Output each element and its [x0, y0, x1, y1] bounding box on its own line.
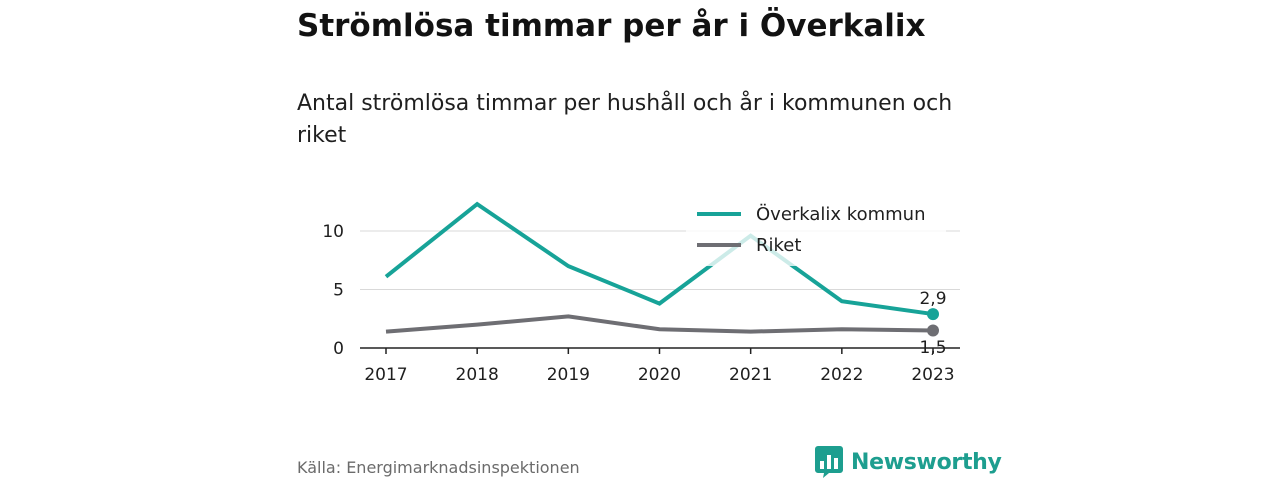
bar-chart-logo-icon: [815, 446, 843, 478]
series-end-point: [927, 308, 939, 321]
series-end-point: [927, 324, 939, 337]
y-tick-label: 0: [333, 339, 344, 359]
brand-logo: Newsworthy: [815, 446, 1002, 478]
legend-entry: Överkalix kommun: [756, 203, 926, 225]
x-tick-label: 2019: [547, 365, 590, 385]
chart-subtitle: Antal strömlösa timmar per hushåll och å…: [297, 91, 953, 148]
x-tick-label: 2021: [729, 365, 772, 385]
y-tick-label: 10: [322, 222, 344, 242]
x-tick-label: 2022: [820, 365, 863, 385]
series-line-overkalix: [384, 201, 934, 317]
x-tick-label: 2023: [911, 365, 954, 385]
chart-title: Strömlösa timmar per år i Överkalix: [297, 8, 926, 44]
series-line-riket: [385, 314, 934, 334]
x-tick-label: 2017: [364, 365, 407, 385]
legend-box: [686, 200, 946, 266]
y-tick-label: 5: [333, 281, 344, 301]
x-tick-label: 2018: [456, 365, 499, 385]
source-note: Källa: Energimarknadsinspektionen: [297, 458, 580, 477]
brand-name: Newsworthy: [851, 449, 1002, 475]
data-label-riket: 1,5: [919, 338, 946, 358]
data-label-overkalix: 2,9: [919, 289, 946, 309]
x-tick-label: 2020: [638, 365, 681, 385]
legend-entry: Riket: [756, 235, 801, 256]
